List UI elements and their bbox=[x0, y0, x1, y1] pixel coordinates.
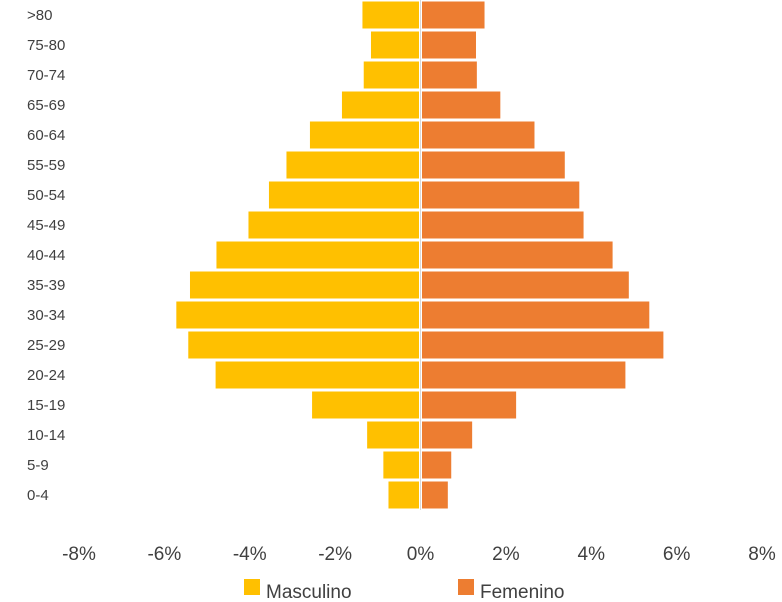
category-label: 75-80 bbox=[27, 37, 65, 54]
category-label: 35-39 bbox=[27, 277, 65, 294]
category-label: >80 bbox=[27, 7, 52, 24]
bar-femenino-50-54 bbox=[422, 181, 580, 209]
bar-femenino-5-9 bbox=[422, 451, 452, 479]
legend-label-femenino: Femenino bbox=[480, 582, 565, 602]
bar-femenino-55-59 bbox=[422, 151, 565, 179]
bar-femenino-80 bbox=[422, 1, 485, 29]
bar-femenino-0-4 bbox=[422, 481, 448, 509]
bar-masculino-15-19 bbox=[312, 391, 419, 419]
legend: Masculino Femenino bbox=[244, 579, 565, 602]
category-labels: 0-4 5-9 10-14 15-19 20-24 25-29 30-34 35-39 40-4… bbox=[27, 7, 65, 504]
bar-femenino-70-74 bbox=[422, 61, 477, 89]
x-tick-label: 2% bbox=[492, 544, 520, 565]
category-label: 15-19 bbox=[27, 397, 65, 414]
x-axis-ticks: -8% -6% -4% -2% 0% 2% 4% 6% 8% bbox=[62, 544, 776, 565]
bar-masculino-40-44 bbox=[216, 241, 419, 269]
bar-femenino-20-24 bbox=[422, 361, 626, 389]
bar-masculino-30-34 bbox=[176, 301, 419, 329]
bar-masculino-60-64 bbox=[309, 121, 419, 149]
bar-masculino-70-74 bbox=[363, 61, 419, 89]
category-label: 70-74 bbox=[27, 67, 65, 84]
bar-femenino-30-34 bbox=[422, 301, 650, 329]
category-label: 65-69 bbox=[27, 97, 65, 114]
bar-femenino-10-14 bbox=[422, 421, 473, 449]
category-label: 25-29 bbox=[27, 337, 65, 354]
bar-masculino-65-69 bbox=[341, 91, 419, 119]
bar-masculino-0-4 bbox=[388, 481, 419, 509]
legend-swatch-masculino bbox=[244, 579, 260, 595]
bars-layer bbox=[176, 1, 664, 509]
x-tick-label: 8% bbox=[748, 544, 776, 565]
bar-masculino-50-54 bbox=[268, 181, 419, 209]
category-label: 40-44 bbox=[27, 247, 65, 264]
bar-masculino-45-49 bbox=[248, 211, 419, 239]
bar-masculino-5-9 bbox=[383, 451, 419, 479]
bar-femenino-75-80 bbox=[422, 31, 476, 59]
bar-femenino-15-19 bbox=[422, 391, 517, 419]
bar-masculino-10-14 bbox=[367, 421, 419, 449]
x-tick-label: -6% bbox=[147, 544, 181, 565]
bar-femenino-45-49 bbox=[422, 211, 584, 239]
x-tick-label: -2% bbox=[318, 544, 352, 565]
bar-masculino-75-80 bbox=[370, 31, 419, 59]
legend-label-masculino: Masculino bbox=[266, 582, 352, 602]
legend-swatch-femenino bbox=[458, 579, 474, 595]
bar-masculino-80 bbox=[362, 1, 419, 29]
bar-femenino-25-29 bbox=[422, 331, 664, 359]
category-label: 5-9 bbox=[27, 457, 49, 474]
category-label: 50-54 bbox=[27, 187, 65, 204]
x-tick-label: 6% bbox=[663, 544, 691, 565]
x-tick-label: -4% bbox=[233, 544, 267, 565]
bar-femenino-60-64 bbox=[422, 121, 535, 149]
x-tick-label: 4% bbox=[578, 544, 606, 565]
category-label: 20-24 bbox=[27, 367, 65, 384]
category-label: 30-34 bbox=[27, 307, 65, 324]
bar-femenino-40-44 bbox=[422, 241, 613, 269]
bar-masculino-55-59 bbox=[286, 151, 419, 179]
category-label: 55-59 bbox=[27, 157, 65, 174]
bar-masculino-20-24 bbox=[215, 361, 419, 389]
category-label: 0-4 bbox=[27, 487, 49, 504]
x-tick-label: -8% bbox=[62, 544, 96, 565]
bar-masculino-35-39 bbox=[189, 271, 419, 299]
category-label: 10-14 bbox=[27, 427, 65, 444]
bar-masculino-25-29 bbox=[188, 331, 419, 359]
category-label: 60-64 bbox=[27, 127, 65, 144]
category-label: 45-49 bbox=[27, 217, 65, 234]
x-tick-label: 0% bbox=[407, 544, 435, 565]
bar-femenino-65-69 bbox=[422, 91, 501, 119]
bar-femenino-35-39 bbox=[422, 271, 629, 299]
